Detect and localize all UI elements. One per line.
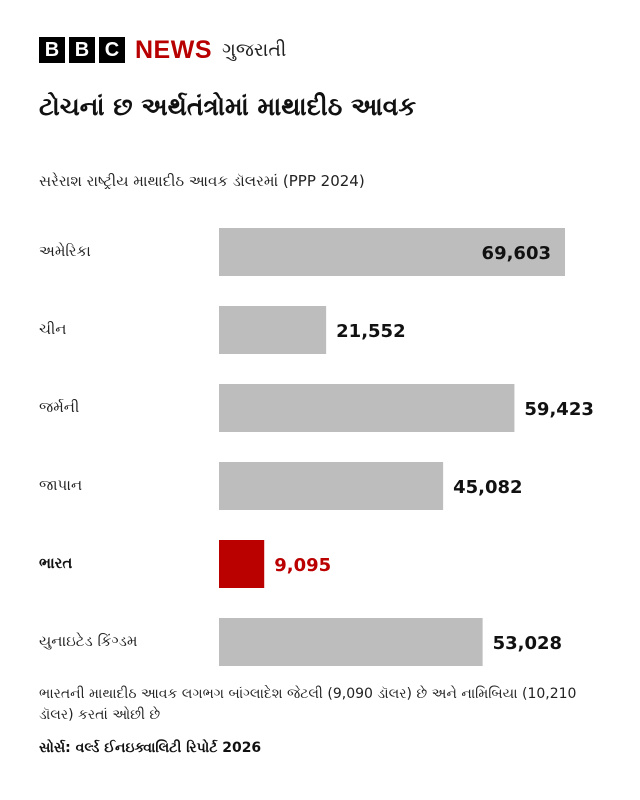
chart-note: ભારતની માથાદીઠ આવક લગભગ બાંગ્લાદેશ જેટલી… <box>39 686 577 723</box>
category-label: ભારત <box>39 554 73 572</box>
data-label: 59,423 <box>524 399 593 420</box>
chart-title: ટોચનાં છ અર્થતંત્રોમાં માથાદીઠ આવક <box>39 92 416 121</box>
bar <box>219 618 483 666</box>
data-label: 53,028 <box>493 633 562 654</box>
data-label: 21,552 <box>336 321 405 342</box>
bar <box>219 306 327 354</box>
bar <box>219 228 566 276</box>
data-label: 45,082 <box>453 477 522 498</box>
data-label: 9,095 <box>274 555 331 576</box>
bbc-news-gujarati-logo[interactable]: B B C NEWS ગુજરાતી <box>39 36 286 64</box>
category-label: ચીન <box>39 320 67 338</box>
bbc-letter-c: C <box>99 37 125 63</box>
chart-source: સોર્સ: વર્લ્ડ ઈનઇક્વાલિટી રિપોર્ટ 2026 <box>39 740 262 756</box>
category-label: યુનાઇટેડ કિંગ્ડમ <box>39 632 138 650</box>
bar <box>219 540 265 588</box>
news-wordmark: NEWS <box>135 35 212 64</box>
bar <box>219 462 444 510</box>
bar <box>219 384 515 432</box>
data-label: 69,603 <box>482 243 551 264</box>
category-label: અમેરિકા <box>39 242 91 260</box>
language-label: ગુજરાતી <box>222 39 287 61</box>
category-label: જર્મની <box>39 398 80 416</box>
bbc-letter-b1: B <box>39 37 65 63</box>
bbc-letter-b2: B <box>69 37 95 63</box>
chart-subtitle: સરેરાશ રાષ્ટ્રીય માથાદીઠ આવક ડૉલરમાં (PP… <box>39 172 365 190</box>
category-label: જાપાન <box>39 476 83 494</box>
